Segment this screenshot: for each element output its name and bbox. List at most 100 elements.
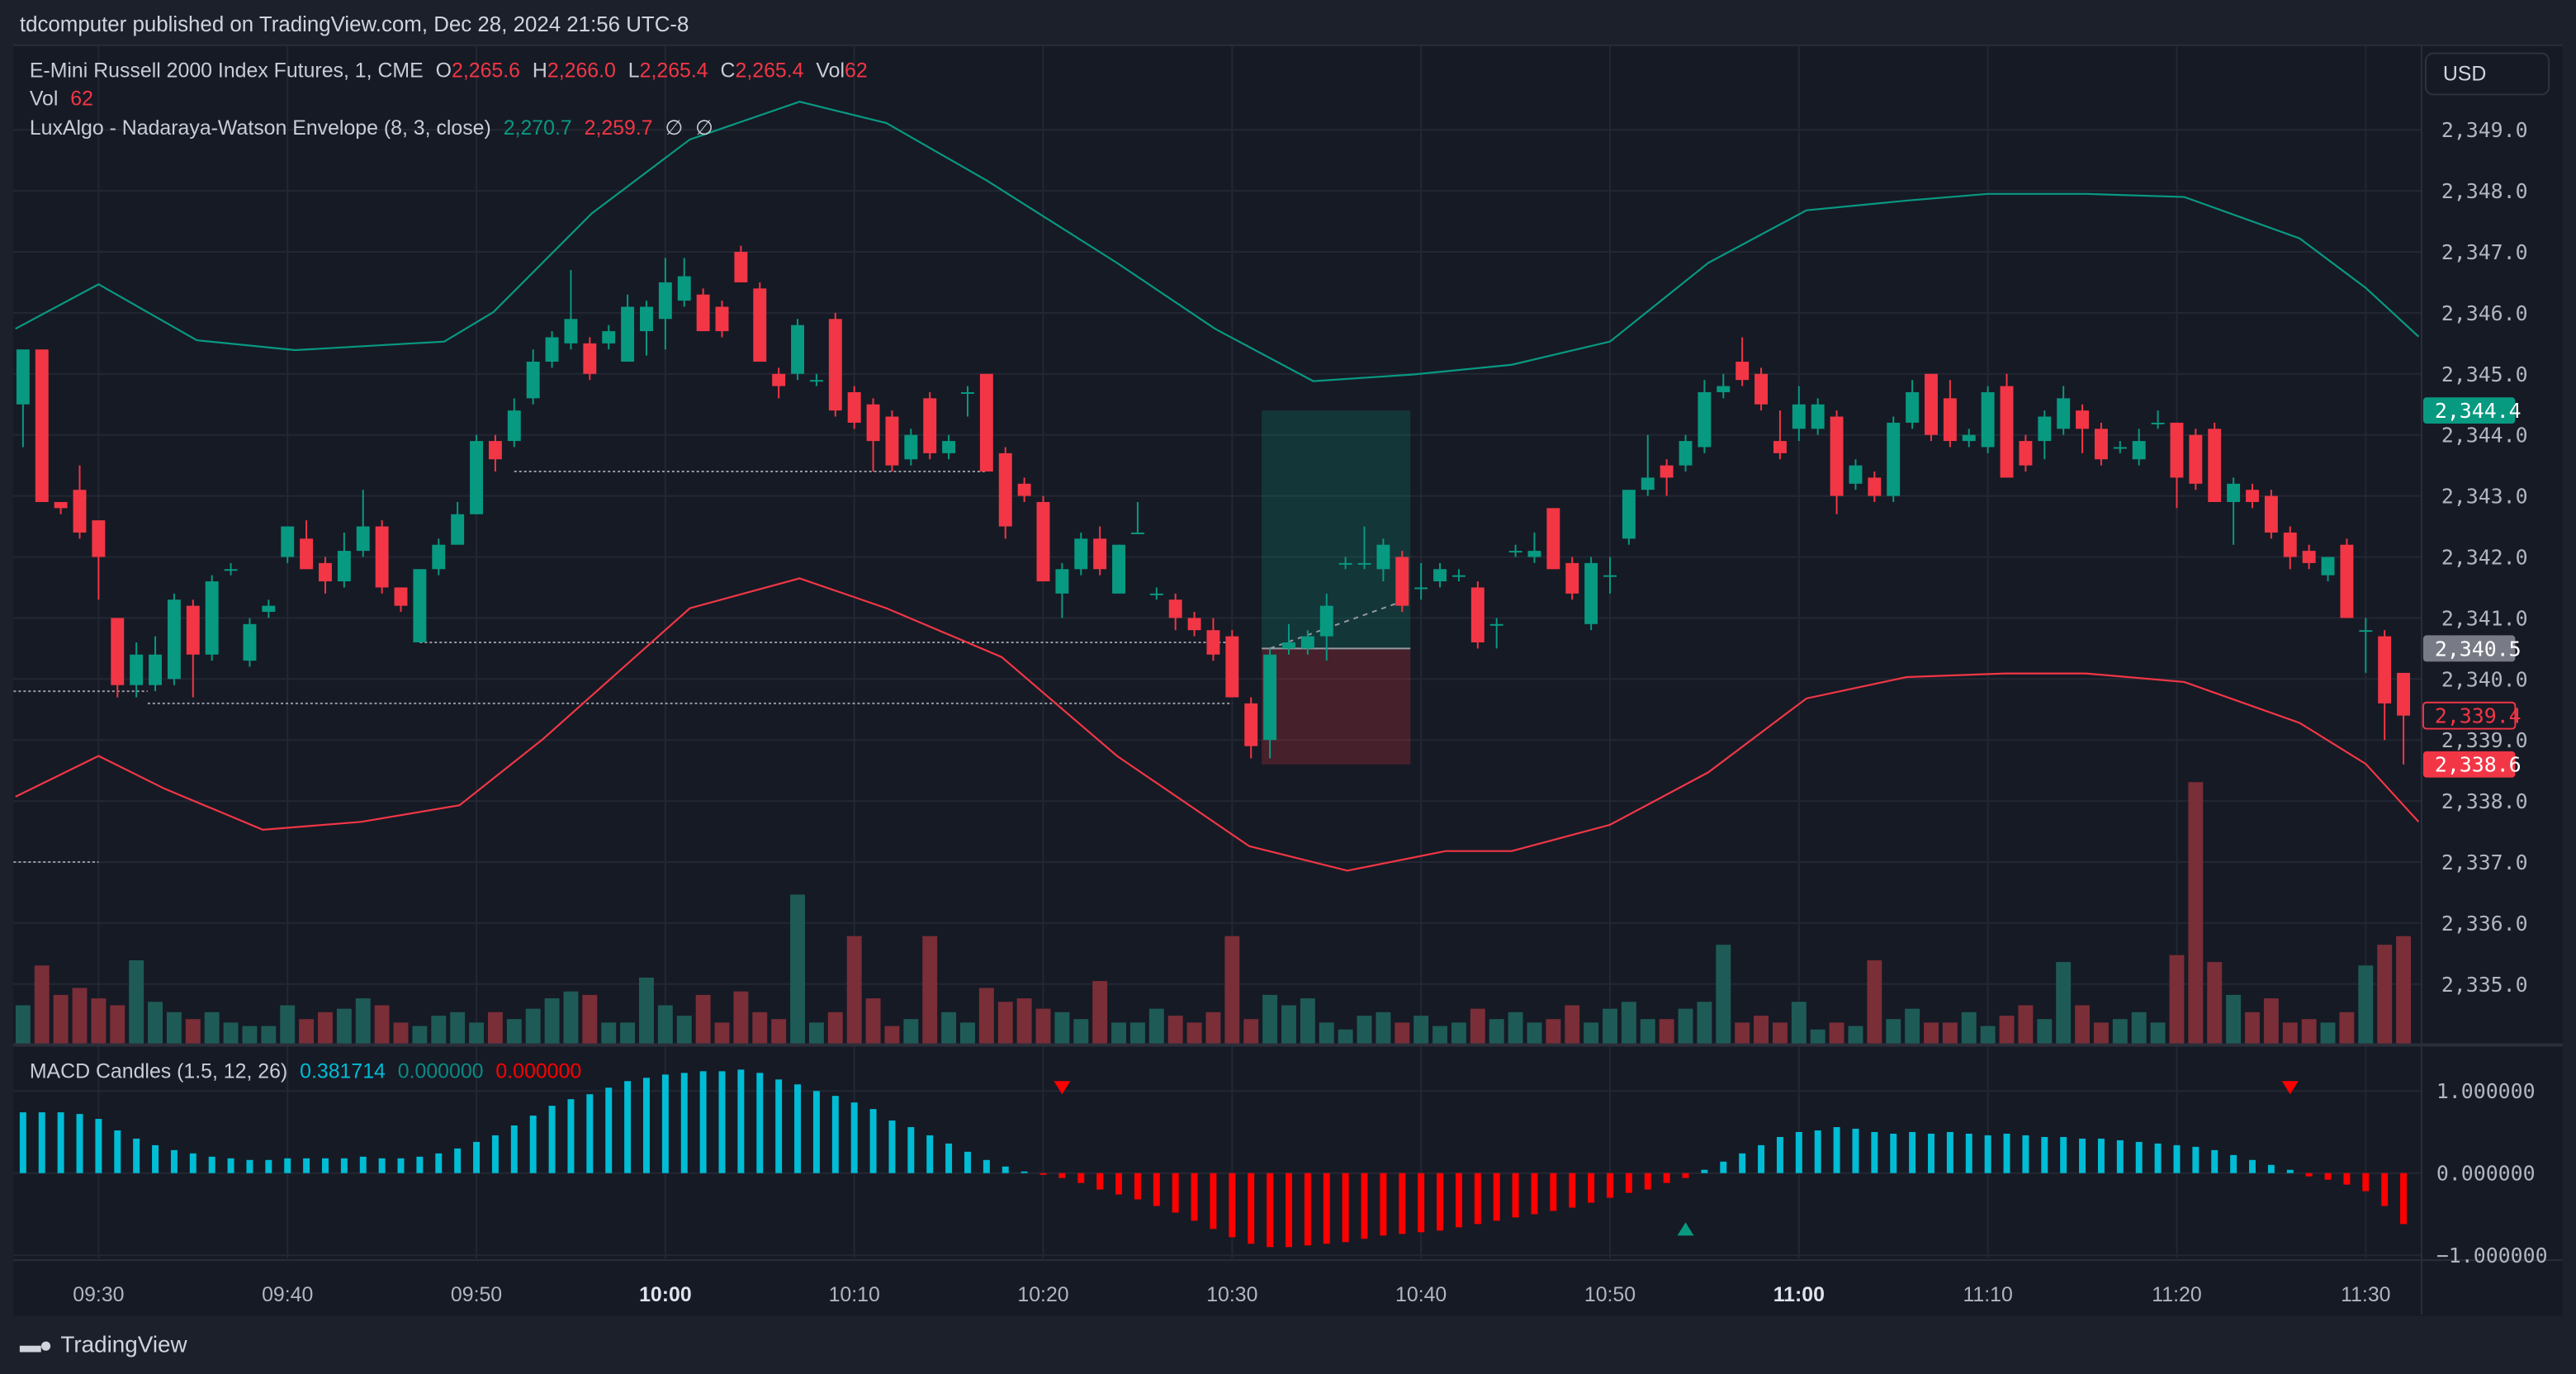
volume-bar <box>2282 1022 2298 1044</box>
candle <box>2321 557 2335 582</box>
volume-bar <box>2150 1022 2166 1044</box>
volume-bar <box>2112 1019 2128 1044</box>
volume-bar <box>72 988 88 1044</box>
candle <box>923 391 937 460</box>
macd-bar <box>1474 1173 1481 1225</box>
macd-bar <box>1871 1131 1878 1173</box>
candle <box>1319 593 1333 661</box>
macd-bar <box>454 1148 462 1173</box>
candle <box>281 526 295 563</box>
envelope-name[interactable]: LuxAlgo - Nadaraya-Watson Envelope (8, 3… <box>29 116 491 140</box>
volume-bar <box>2377 945 2393 1044</box>
volume-bar <box>34 965 50 1044</box>
macd-bar <box>718 1071 726 1173</box>
macd-bar <box>1795 1131 1802 1173</box>
candle-body <box>1830 416 1844 496</box>
macd-bar <box>1814 1130 1821 1173</box>
macd-bar <box>321 1158 329 1173</box>
candle <box>1830 410 1844 514</box>
volume-bar <box>1924 1022 1939 1044</box>
volume-bar <box>808 1022 824 1044</box>
macd-bar <box>1965 1133 1972 1173</box>
candle-body <box>1357 562 1371 565</box>
volume-bar <box>1451 1022 1466 1044</box>
volume-bar <box>110 1005 125 1044</box>
footer: ▬● TradingView <box>20 1331 187 1357</box>
candle <box>1055 562 1069 618</box>
volume-bar <box>1980 1026 1996 1044</box>
candle <box>413 569 427 642</box>
price-badge-label: 2,344.4 <box>2435 399 2522 423</box>
candle-body <box>451 514 465 545</box>
candle <box>1225 630 1239 698</box>
volume-bar <box>374 1005 390 1044</box>
symbol-name[interactable]: E-Mini Russell 2000 Index Futures, 1, CM… <box>29 59 424 83</box>
volume-bar <box>2056 962 2072 1044</box>
candle-body <box>413 569 427 642</box>
volume-bar <box>1243 1019 1259 1044</box>
candle <box>243 618 257 667</box>
volume-bar <box>752 1012 768 1044</box>
volume-bar <box>487 1012 503 1044</box>
candle <box>1433 562 1447 588</box>
candle-body <box>2340 544 2354 618</box>
grid <box>12 45 2422 1259</box>
macd-name[interactable]: MACD Candles (1.5, 12, 26) <box>29 1059 288 1083</box>
volume-bar <box>393 1022 409 1044</box>
macd-bar <box>1115 1173 1123 1195</box>
volume-bar <box>1357 1016 1372 1044</box>
volume-bar <box>1319 1022 1334 1044</box>
candle <box>942 434 956 460</box>
time-tick-label: 09:30 <box>73 1283 124 1306</box>
macd-bar <box>1286 1173 1292 1248</box>
footer-brand[interactable]: TradingView <box>60 1330 187 1357</box>
volume-indicator-name[interactable]: Vol <box>29 87 59 111</box>
candle <box>696 288 710 332</box>
vol-value: 62 <box>845 59 868 83</box>
volume-bar <box>1167 1016 1183 1044</box>
macd-bar <box>661 1074 669 1173</box>
candle <box>186 599 200 698</box>
volume-bar <box>1413 1016 1429 1044</box>
volume-bar <box>1111 1022 1127 1044</box>
macd-bar <box>2022 1135 2029 1173</box>
macd-bar <box>1852 1128 1859 1173</box>
candle-body <box>130 654 144 685</box>
candle-body <box>1489 623 1503 626</box>
macd-bar <box>2060 1136 2067 1173</box>
candle <box>356 490 370 557</box>
candle <box>1168 593 1182 631</box>
volume-bar <box>1186 1022 1202 1044</box>
candle <box>35 349 49 502</box>
time-tick-label: 09:50 <box>451 1283 502 1306</box>
currency-button[interactable]: USD <box>2424 52 2550 96</box>
candle <box>1036 495 1050 582</box>
candle-body <box>2378 636 2392 704</box>
macd-bar <box>378 1158 386 1173</box>
candle <box>507 398 521 448</box>
candle-body <box>1622 490 1636 539</box>
candle-body <box>319 562 332 582</box>
candle-body <box>2189 434 2203 484</box>
candle-body <box>1584 562 1598 624</box>
macd-value-3: 0.000000 <box>495 1059 582 1083</box>
volume-bar <box>639 977 654 1044</box>
macd-bar <box>2381 1173 2389 1206</box>
candle <box>2076 404 2090 453</box>
volume-bar <box>242 1026 258 1044</box>
macd-bar <box>1682 1173 1689 1178</box>
candle-body <box>1376 544 1390 570</box>
macd-bar <box>2305 1173 2313 1177</box>
volume-bar <box>1148 1008 1164 1044</box>
candle-body <box>186 605 200 655</box>
macd-bar <box>2173 1144 2181 1173</box>
candle-body <box>2283 532 2297 557</box>
close-value: 2,265.4 <box>735 59 804 83</box>
candle <box>791 319 805 381</box>
candle <box>2283 526 2297 570</box>
candle-body <box>2057 398 2071 429</box>
candle-body <box>1244 703 1258 746</box>
macd-tick-label: −1.000000 <box>2436 1244 2548 1267</box>
vol-label: Vol <box>816 59 845 83</box>
